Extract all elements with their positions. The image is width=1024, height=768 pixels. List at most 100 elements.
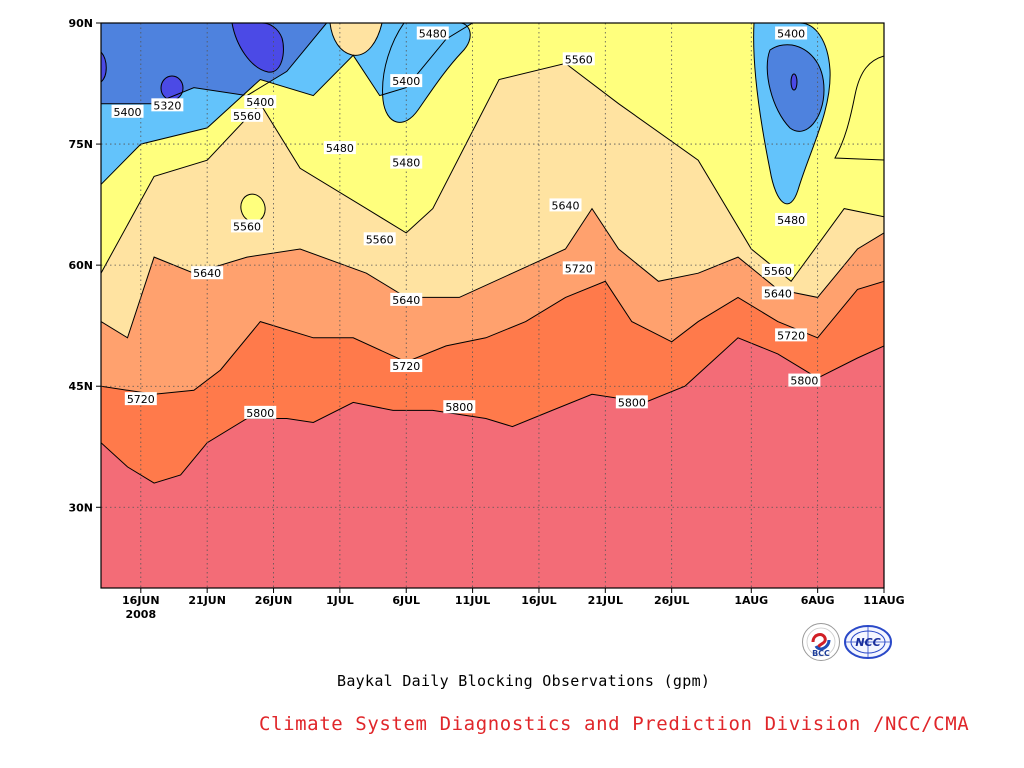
y-tick-label-1: 75N xyxy=(68,138,93,151)
contour-label-22: 5720 xyxy=(124,392,157,406)
contour-label-box-24 xyxy=(443,400,476,414)
contour-label-text-11: 5560 xyxy=(233,220,261,233)
contour-label-box-2 xyxy=(562,52,595,66)
contour-label-box-7 xyxy=(230,108,263,122)
contour-label-text-6: 5400 xyxy=(114,106,142,119)
x-year-label: 2008 xyxy=(126,608,157,621)
bcc-logo: BCC xyxy=(802,623,840,661)
x-tick-label-7: 21JUL xyxy=(588,594,623,607)
y-tick-label-2: 60N xyxy=(68,259,93,272)
contour-label-17: 5640 xyxy=(761,286,794,300)
contour-label-box-10 xyxy=(549,198,582,212)
x-tick-label-10: 6AUG xyxy=(801,594,835,607)
low-5320-blob-1 xyxy=(231,23,284,73)
contour-label-text-3: 5400 xyxy=(392,75,420,88)
contour-label-box-19 xyxy=(775,328,808,342)
contour-label-12: 5480 xyxy=(775,212,808,227)
contour-label-box-3 xyxy=(390,74,423,88)
y-tick-label-3: 45N xyxy=(68,380,93,393)
contour-label-box-15 xyxy=(761,263,794,277)
contour-label-box-4 xyxy=(244,95,277,109)
x-tick-label-5: 11JUL xyxy=(455,594,490,607)
y-tick-label-0: 90N xyxy=(68,17,93,30)
contour-label-box-0 xyxy=(416,26,449,40)
contour-label-box-23 xyxy=(615,395,648,409)
contour-label-13: 5560 xyxy=(363,232,396,246)
contour-label-text-1: 5400 xyxy=(777,27,805,40)
bcc-logo-text: BCC xyxy=(812,649,830,658)
contour-line-5480 xyxy=(101,23,473,185)
contour-label-text-17: 5640 xyxy=(764,287,792,300)
contour-label-11: 5560 xyxy=(230,219,263,233)
x-tick-label-4: 6JUL xyxy=(392,594,420,607)
x-tick-label-8: 26JUL xyxy=(654,594,689,607)
contour-label-7: 5560 xyxy=(230,108,263,123)
contour-label-text-10: 5640 xyxy=(551,199,579,212)
chart-subtitle: Baykal Daily Blocking Observations (gpm) xyxy=(337,672,711,690)
contour-label-text-18: 5640 xyxy=(392,294,420,307)
contour-label-text-8: 5480 xyxy=(326,142,354,155)
contour-label-9: 5480 xyxy=(390,155,423,170)
contour-label-14: 5720 xyxy=(562,261,595,275)
contour-label-text-14: 5720 xyxy=(565,262,593,275)
contour-label-20: 5720 xyxy=(390,359,423,373)
contour-label-text-16: 5640 xyxy=(193,267,221,280)
contour-label-box-12 xyxy=(775,212,808,226)
contour-label-text-20: 5720 xyxy=(392,360,420,373)
contour-label-text-13: 5560 xyxy=(366,233,394,246)
jul-5480-trough xyxy=(382,23,471,123)
contour-label-text-9: 5480 xyxy=(392,157,420,170)
contour-label-4: 5400 xyxy=(244,95,277,109)
contour-label-box-13 xyxy=(363,232,396,246)
contour-label-text-23: 5800 xyxy=(618,396,646,409)
band-below-5800 xyxy=(101,337,884,588)
x-tick-label-6: 16JUL xyxy=(521,594,556,607)
jul-5560-cap xyxy=(329,23,383,56)
contour-label-text-12: 5480 xyxy=(777,214,805,227)
x-tick-label-11: 11AUG xyxy=(863,594,904,607)
contour-label-box-18 xyxy=(390,292,423,306)
contour-label-box-1 xyxy=(775,26,808,40)
contour-label-text-15: 5560 xyxy=(764,265,792,278)
x-tick-label-9: 1AUG xyxy=(734,594,768,607)
contour-label-21: 5800 xyxy=(788,373,821,388)
credit-line: Climate System Diagnostics and Predictio… xyxy=(259,713,970,735)
x-axis: 16JUN 21JUN 26JUN 1JUL 6JUL 11JUL 16JUL 21JUL 26… xyxy=(122,588,905,621)
contour-label-16: 5640 xyxy=(191,266,224,280)
contour-label-box-5 xyxy=(151,98,184,112)
contour-label-text-25: 5800 xyxy=(246,407,274,420)
x-tick-label-3: 1JUL xyxy=(326,594,354,607)
contour-label-2: 5560 xyxy=(562,52,595,66)
contour-label-15: 5560 xyxy=(761,263,794,278)
x-tick-label-2: 26JUN xyxy=(255,594,293,607)
contour-label-box-16 xyxy=(191,266,224,280)
contour-label-24: 5800 xyxy=(443,400,476,414)
contour-label-box-17 xyxy=(761,286,794,300)
contour-label-text-7: 5560 xyxy=(233,110,261,123)
contour-label-box-8 xyxy=(323,141,356,155)
contour-line-5400 xyxy=(101,23,327,105)
contour-label-text-5: 5320 xyxy=(153,99,181,112)
contour-label-box-25 xyxy=(244,405,277,419)
contour-label-6: 5400 xyxy=(111,104,144,119)
x-tick-label-1: 21JUN xyxy=(188,594,226,607)
grid-lines xyxy=(101,23,884,588)
contour-label-3: 5400 xyxy=(390,74,423,88)
filled-bands xyxy=(101,23,884,588)
contour-label-text-21: 5800 xyxy=(790,375,818,388)
aug-right-5480-edge xyxy=(834,55,884,161)
contour-label-box-22 xyxy=(124,392,157,406)
contour-label-box-11 xyxy=(230,219,263,233)
contour-line-5720 xyxy=(101,280,884,395)
y-tick-label-4: 30N xyxy=(68,501,93,514)
contour-label-8: 5480 xyxy=(323,141,356,155)
plot-frame xyxy=(100,22,885,589)
contour-label-box-14 xyxy=(562,261,595,275)
ncc-logo: NCC xyxy=(844,625,892,659)
contour-label-text-0: 5480 xyxy=(419,27,447,40)
contour-label-5: 5320 xyxy=(151,98,184,112)
contour-label-1: 5400 xyxy=(775,26,808,40)
ncc-logo-text: NCC xyxy=(855,636,880,649)
